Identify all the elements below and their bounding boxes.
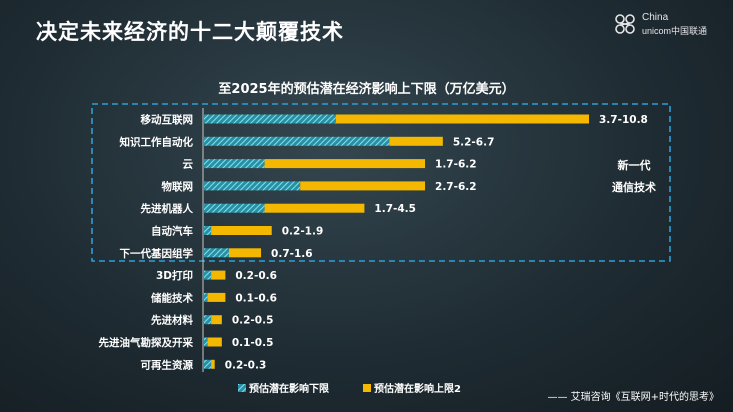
legend-swatch-lower (238, 384, 246, 392)
bar-upper (211, 315, 222, 325)
legend-label-upper: 预估潜在影响上限2 (374, 382, 461, 395)
data-label: 0.1-0.6 (235, 292, 277, 304)
bar-lower (204, 359, 212, 369)
bar-lower (204, 315, 212, 325)
data-label: 0.1-0.5 (232, 337, 274, 349)
bar-lower (204, 114, 336, 124)
bar-lower (204, 270, 212, 280)
chart-title: 至2025年的预估潜在经济影响上下限（万亿美元） (218, 82, 515, 97)
category-label: 3D打印 (156, 269, 193, 282)
bar-upper (389, 136, 443, 146)
bar-upper (207, 337, 222, 347)
bar-upper (211, 359, 215, 369)
category-label: 物联网 (162, 180, 194, 193)
highlight-note-line1: 新一代 (617, 159, 651, 172)
category-label: 可再生资源 (141, 358, 194, 371)
bar-upper (264, 203, 365, 213)
category-label: 知识工作自动化 (120, 135, 194, 148)
data-label: 0.2-1.9 (282, 226, 324, 238)
bar-lower (204, 181, 301, 191)
source-citation: —— 艾瑞咨询《互联网+时代的思考》 (547, 392, 719, 403)
bar-upper (300, 181, 426, 191)
data-label: 1.7-4.5 (374, 203, 416, 215)
bar-lower (204, 136, 390, 146)
slide-title: 决定未来经济的十二大颠覆技术 (36, 20, 344, 44)
bar-upper (228, 248, 262, 258)
category-label: 先进机器人 (141, 202, 194, 215)
bar-upper (264, 159, 426, 169)
highlight-box (91, 103, 671, 262)
legend-swatch-upper (363, 384, 371, 392)
bar-upper (211, 226, 272, 235)
category-label: 自动汽车 (151, 225, 193, 238)
logo-text-cn: unicom中国联通 (642, 26, 708, 36)
bar-lower (204, 203, 265, 213)
category-label: 移动互联网 (141, 113, 194, 126)
bar-upper (211, 270, 226, 280)
data-label: 2.7-6.2 (435, 181, 477, 193)
china-unicom-logo: China unicom中国联通 (612, 12, 724, 36)
bar-lower (204, 337, 208, 347)
logo-text-en: China (642, 12, 669, 23)
data-label: 0.2-0.6 (235, 270, 277, 282)
data-label: 0.2-0.5 (232, 315, 274, 327)
category-label: 云 (183, 159, 194, 171)
data-label: 0.7-1.6 (271, 248, 313, 260)
bar-upper (207, 292, 226, 302)
bar-lower (204, 226, 212, 235)
category-label: 下一代基因组学 (120, 247, 194, 260)
highlight-note-line2: 通信技术 (612, 181, 656, 194)
data-label: 3.7-10.8 (599, 114, 648, 126)
category-label: 先进材料 (151, 314, 193, 327)
category-label: 先进油气勘探及开采 (99, 336, 194, 349)
data-label: 5.2-6.7 (453, 136, 495, 148)
bar-lower (204, 248, 229, 258)
data-label: 1.7-6.2 (435, 159, 477, 171)
data-label: 0.2-0.3 (225, 359, 267, 371)
legend-label-lower: 预估潜在影响下限 (249, 382, 330, 395)
bar-upper (335, 114, 589, 124)
category-label: 储能技术 (151, 291, 193, 304)
bar-lower (204, 159, 265, 169)
unicom-knot-icon (615, 14, 635, 34)
highlight-note: 新一代 通信技术 (594, 155, 674, 199)
bar-lower (204, 292, 208, 302)
